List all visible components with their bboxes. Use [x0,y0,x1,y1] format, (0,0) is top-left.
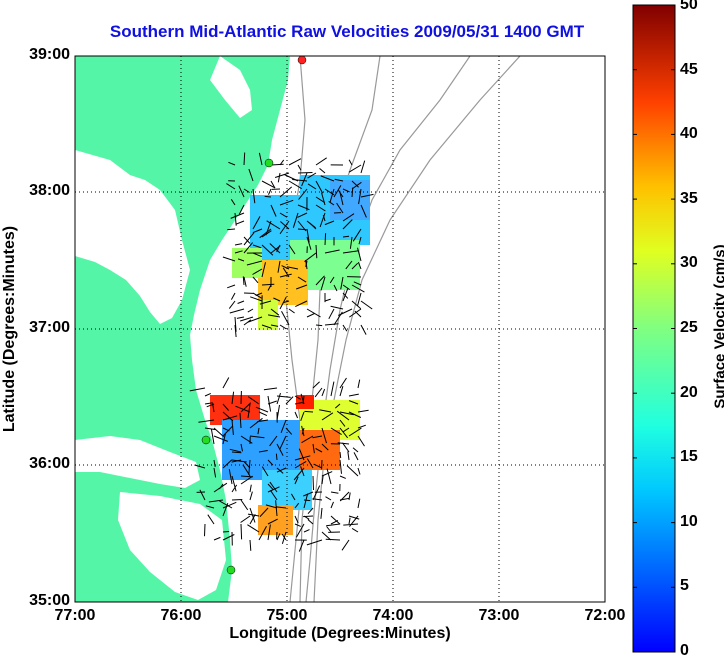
colorbar-tick-label: 50 [680,0,720,14]
velocity-arrow [304,411,313,412]
colorbar-tick-label: 15 [680,448,720,466]
colorbar-tick-label: 40 [680,125,720,143]
velocity-arrow [241,524,242,539]
colorbar-tick-label: 5 [680,577,720,595]
velocity-arrow [232,500,242,501]
y-tick-label: 39:00 [14,46,70,64]
radar-station-marker [298,56,306,64]
x-tick-label: 77:00 [35,607,115,625]
velocity-arrow [325,233,326,245]
x-tick-label: 76:00 [141,607,221,625]
radar-station-marker [202,436,210,444]
velocity-arrow [223,532,229,533]
y-tick-label: 38:00 [14,182,70,200]
colorbar [633,5,675,652]
x-tick-label: 72:00 [565,607,645,625]
velocity-arrow [244,153,245,166]
colorbar-tick-label: 10 [680,513,720,531]
colorbar-tick-label: 0 [680,642,720,660]
velocity-arrow [265,196,271,197]
x-tick-label: 73:00 [459,607,539,625]
radar-station-marker [265,159,273,167]
velocity-arrow [340,452,341,458]
velocity-arrow [303,516,313,517]
velocity-arrow [304,500,310,501]
y-tick-label: 37:00 [14,319,70,337]
velocity-arrow [313,476,314,490]
velocity-arrow [227,229,235,230]
radar-station-marker [227,566,235,574]
velocity-arrow [298,229,306,230]
y-tick-label: 36:00 [14,455,70,473]
colorbar-tick-label: 45 [680,61,720,79]
velocity-arrow [298,173,313,174]
x-axis-label: Longitude (Degrees:Minutes) [75,625,605,643]
velocity-arrow [316,325,322,326]
velocity-arrow [326,539,340,540]
y-axis-label: Latitude (Degrees:Minutes) [1,219,19,439]
velocity-arrow [276,454,277,460]
colorbar-label: Surface Velocity (cm/s) [712,207,724,447]
x-tick-label: 74:00 [353,607,433,625]
colorbar-tick-label: 35 [680,190,720,208]
velocity-arrow [205,524,206,536]
velocity-arrow [243,276,244,285]
x-tick-label: 75:00 [247,607,327,625]
